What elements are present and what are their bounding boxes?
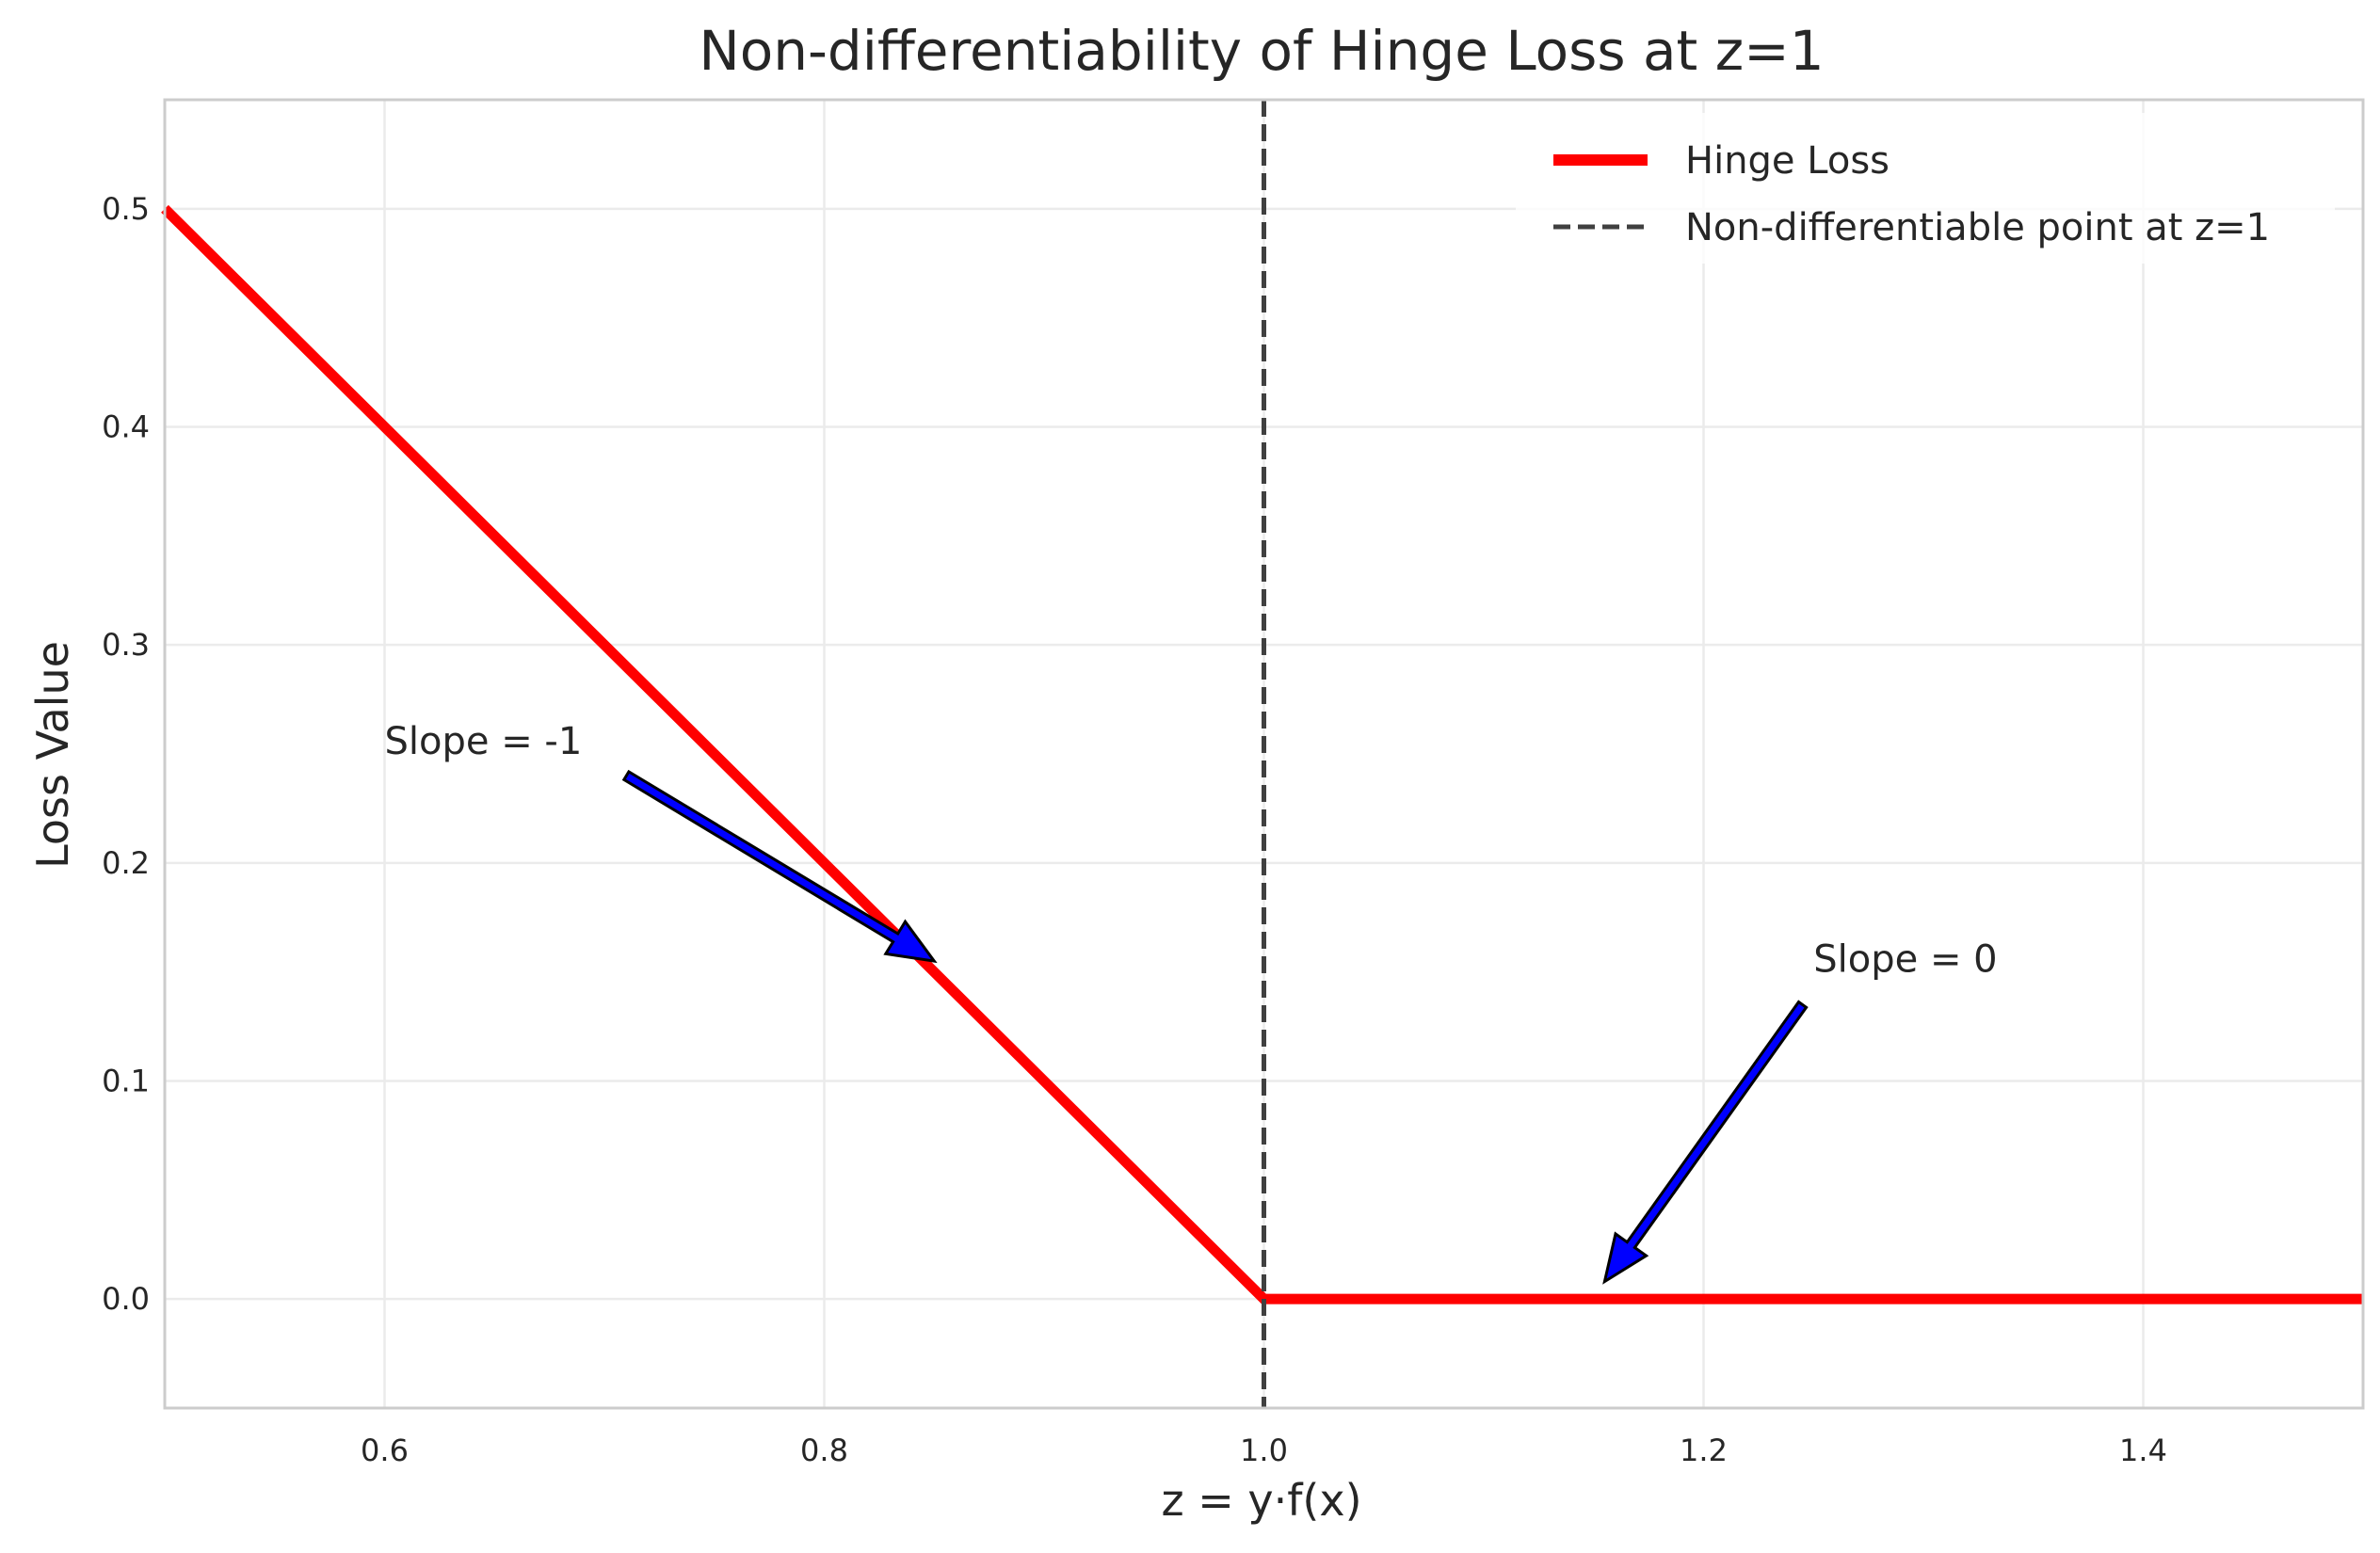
annotation-label: Slope = 0 xyxy=(1813,938,1997,982)
legend-label-hinge-loss: Hinge Loss xyxy=(1685,139,1890,183)
x-tick-label: 1.2 xyxy=(1680,1433,1728,1468)
x-axis-label: z = y·f(x) xyxy=(1161,1475,1361,1526)
tick-labels: 0.6 0.8 1.0 1.2 1.4 0.0 0.1 0.2 0.3 0.4 0.5 xyxy=(102,191,2167,1468)
chart-title: Non-differentiability of Hinge Loss at z… xyxy=(699,19,1824,83)
y-tick-label: 0.4 xyxy=(102,409,150,445)
plot-area xyxy=(161,100,2363,1408)
annotation-arrow xyxy=(621,769,938,964)
annotations: Slope = -1 Slope = 0 xyxy=(385,720,1998,1285)
x-tick-label: 0.8 xyxy=(800,1433,848,1468)
y-tick-label: 0.0 xyxy=(102,1281,150,1317)
y-tick-label: 0.2 xyxy=(102,845,150,881)
x-tick-label: 1.0 xyxy=(1240,1433,1288,1468)
plot-frame xyxy=(163,98,2365,1410)
x-tick-label: 0.6 xyxy=(361,1433,409,1468)
y-tick-label: 0.1 xyxy=(102,1064,150,1099)
y-tick-label: 0.5 xyxy=(102,191,150,227)
annotation-arrow xyxy=(1602,1000,1809,1285)
legend: Hinge Loss Non-differentiable point at z… xyxy=(1516,113,2335,264)
legend-label-vline: Non-differentiable point at z=1 xyxy=(1685,206,2270,249)
y-tick-label: 0.3 xyxy=(102,627,150,663)
y-axis-label: Loss Value xyxy=(27,641,78,869)
x-tick-label: 1.4 xyxy=(2119,1433,2167,1468)
annotation-label: Slope = -1 xyxy=(385,720,583,763)
